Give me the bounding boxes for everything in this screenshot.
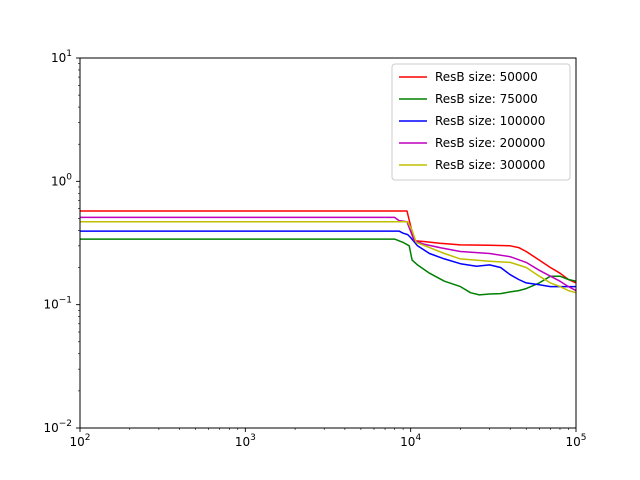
y-tick-label: 10−1 <box>43 296 72 312</box>
legend-label: ResB size: 75000 <box>435 92 538 106</box>
series-line-3 <box>80 230 576 288</box>
axis-ticks: 102 103 104 105 10−2 10−1 100 101 <box>43 49 586 449</box>
legend-box <box>391 63 571 181</box>
series-lines <box>80 210 577 296</box>
legend-label: ResB size: 200000 <box>435 136 545 150</box>
x-tick-label: 104 <box>400 433 421 449</box>
plot-frame <box>79 57 577 429</box>
legend: ResB size: 50000 ResB size: 75000 ResB siz… <box>391 63 571 181</box>
x-tick-label: 102 <box>69 433 90 449</box>
series-line-5 <box>80 221 577 294</box>
x-tick-label: 103 <box>235 433 256 449</box>
x-tick-label: 105 <box>565 433 586 449</box>
y-tick-label: 10−2 <box>43 419 72 435</box>
y-tick-label: 101 <box>51 49 72 65</box>
legend-label: ResB size: 100000 <box>435 114 545 128</box>
series-line-1 <box>80 210 577 284</box>
legend-label: ResB size: 50000 <box>435 70 538 84</box>
y-tick-label: 100 <box>51 172 72 188</box>
legend-label: ResB size: 300000 <box>435 158 545 172</box>
series-line-2 <box>80 238 577 296</box>
